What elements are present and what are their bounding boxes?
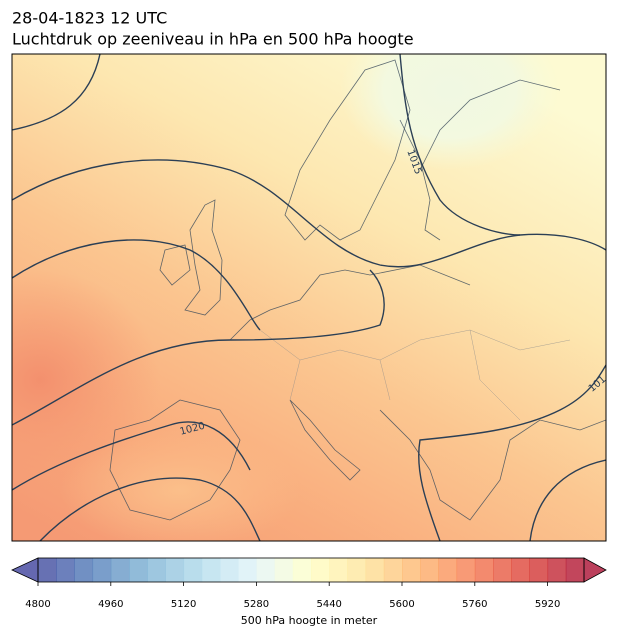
colorbar-segment	[511, 558, 530, 582]
colorbar-tick-label: 4800	[25, 599, 50, 610]
colorbar-extend-low	[11, 557, 39, 583]
colorbar-segment	[329, 558, 348, 582]
colorbar-segment	[220, 558, 239, 582]
colorbar-segment	[256, 558, 276, 582]
colorbar-segment	[147, 558, 166, 582]
colorbar: 4800 4960 5120 5280 5440 5600 5760 5920	[11, 557, 607, 610]
colorbar-tick-label: 5120	[171, 599, 196, 610]
title-line1: 28-04-1823 12 UTC	[12, 9, 167, 28]
colorbar-segment	[565, 558, 585, 582]
colorbar-segment	[420, 558, 439, 582]
colorbar-segment	[165, 558, 185, 582]
colorbar-tick-label: 4960	[98, 599, 123, 610]
colorbar-tick-label: 5280	[244, 599, 269, 610]
colorbar-extend-high	[583, 557, 607, 583]
colorbar-segment	[383, 558, 403, 582]
map: 1015 1020 101	[12, 54, 606, 541]
colorbar-segment	[347, 558, 367, 582]
colorbar-segment	[311, 558, 330, 582]
colorbar-segment	[38, 558, 57, 582]
map-frame	[11, 53, 607, 542]
colorbar-segment	[438, 558, 458, 582]
colorbar-segment	[238, 558, 257, 582]
colorbar-segment	[493, 558, 512, 582]
colorbar-label: 500 hPa hoogte in meter	[241, 614, 378, 627]
colorbar-segment	[129, 558, 148, 582]
colorbar-segment	[56, 558, 75, 582]
colorbar-segment	[474, 558, 494, 582]
colorbar-segment	[274, 558, 294, 582]
colorbar-tick-label: 5600	[389, 599, 414, 610]
colorbar-segment	[110, 558, 130, 582]
colorbar-tick-label: 5760	[462, 599, 487, 610]
colorbar-tick-label: 5920	[535, 599, 560, 610]
colorbar-segment	[292, 558, 312, 582]
colorbar-segment	[201, 558, 221, 582]
colorbar-segment	[74, 558, 94, 582]
colorbar-segment	[183, 558, 203, 582]
colorbar-tick-label: 5440	[316, 599, 341, 610]
colorbar-segment	[92, 558, 112, 582]
colorbar-segment	[456, 558, 476, 582]
colorbar-segment	[365, 558, 385, 582]
colorbar-segment	[402, 558, 421, 582]
title-line2: Luchtdruk op zeeniveau in hPa en 500 hPa…	[12, 30, 414, 49]
colorbar-segment	[529, 558, 549, 582]
colorbar-segment	[547, 558, 567, 582]
colorbar-frame	[37, 557, 585, 583]
